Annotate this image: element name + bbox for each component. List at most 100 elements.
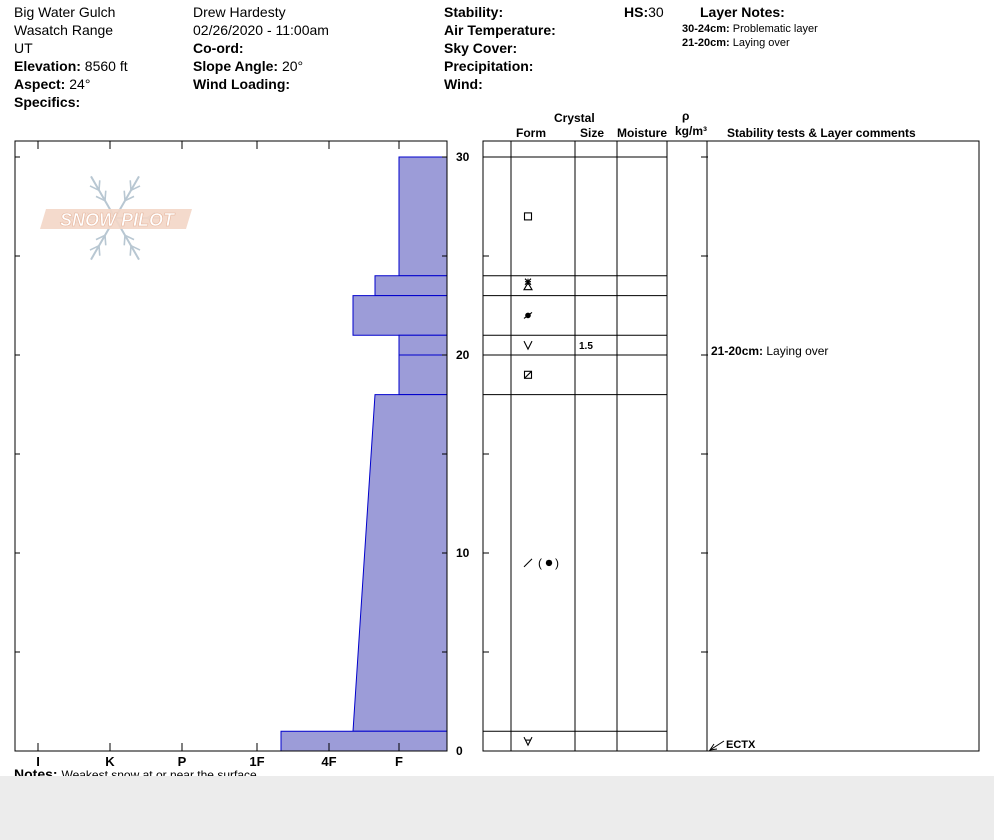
- chevron-icon: [523, 340, 533, 351]
- comment-marks: [708, 740, 725, 751]
- snowflake-branch: [98, 245, 101, 256]
- comments-header: Stability tests & Layer comments: [727, 126, 916, 140]
- crystal-header: Crystal: [554, 111, 595, 125]
- chart-frames: [14, 140, 980, 752]
- snowflake-branch: [130, 244, 141, 251]
- layer-table: [483, 141, 708, 751]
- hardness-tick-label: F: [395, 754, 403, 769]
- moisture-header: Moisture: [617, 126, 668, 140]
- snow-profile-sheet: Big Water Gulch Wasatch Range UT Elevati…: [0, 0, 994, 776]
- layer-notes-title: Layer Notes:: [700, 4, 785, 20]
- sky-cover-label: Sky Cover:: [444, 40, 518, 56]
- snowflake-branch: [130, 185, 141, 192]
- snowflake-branch: [95, 195, 106, 202]
- depth-tick-label: 10: [456, 546, 470, 560]
- snowflake-branch: [104, 190, 107, 201]
- hardness-layer-bar: [353, 295, 447, 336]
- depth-tick-label: 30: [456, 150, 470, 164]
- snowflake-branch: [104, 235, 107, 246]
- elevation-label: Elevation:: [14, 58, 81, 74]
- notes-label: Notes:: [14, 766, 58, 776]
- elevation-value: 8560 ft: [84, 58, 128, 74]
- hardness-layer-bar: [399, 157, 447, 276]
- hardness-tick-label: 4F: [321, 754, 336, 769]
- hardness-tick-label: I: [36, 754, 40, 769]
- slope-value: 20°: [281, 58, 304, 74]
- rho-header: ρ: [682, 109, 690, 123]
- test-pointer-arrow: [708, 743, 718, 751]
- hs-row: HS:30: [624, 4, 664, 20]
- density-header: kg/m³: [675, 124, 708, 138]
- snowflake-branch: [124, 234, 135, 241]
- location-name: Big Water Gulch: [14, 4, 116, 20]
- comment-text: Laying over: [766, 344, 829, 358]
- slope-label: Slope Angle:: [193, 58, 279, 74]
- svg-text:): ): [555, 556, 559, 570]
- hardness-axis: I K P 1F 4F F: [36, 141, 403, 769]
- observation-datetime: 02/26/2020 - 11:00am: [193, 22, 329, 38]
- aspect-value: 24°: [69, 76, 91, 92]
- faceted-rounded-icon: [523, 278, 533, 291]
- layer-note-text: Problematic layer: [732, 23, 818, 35]
- snowpilot-logo: SNOW PILOT: [40, 175, 192, 261]
- snowflake-branch: [89, 185, 100, 192]
- stability-test-result: ECTX: [726, 739, 756, 751]
- precip-label: Precipitation:: [444, 58, 534, 74]
- snowflake-branch: [129, 180, 132, 191]
- notes-text: Weakest snow at or near the surface: [61, 768, 257, 776]
- mountain-range: Wasatch Range: [14, 22, 114, 38]
- melt-freeze-icon: (): [523, 556, 559, 570]
- elevation-row: Elevation: 8560 ft: [14, 58, 128, 74]
- depth-tick-label: 0: [456, 744, 463, 758]
- hardness-profile: [280, 156, 447, 752]
- snowflake-branch: [89, 244, 100, 251]
- comment-layer-note: 21-20cm: Laying over: [711, 343, 828, 359]
- logo-banner: [40, 209, 192, 229]
- hardness-layer-bar: [375, 275, 447, 296]
- hardness-plot-frame: [14, 140, 448, 752]
- layer-note-range: 21-20cm:: [682, 37, 730, 49]
- state: UT: [14, 40, 33, 56]
- snowflake-branch: [98, 180, 101, 191]
- aspect-label: Aspect:: [14, 76, 66, 92]
- specifics-label: Specifics:: [14, 94, 81, 110]
- test-pointer-line: [709, 740, 725, 751]
- snow-profile-chart: I K P 1F 4F F 0 10 20 30 1.5 () SNOW PILOT: [14, 140, 980, 769]
- crystal-forms: 1.5 (): [523, 212, 593, 747]
- wind-label: Wind:: [444, 76, 483, 92]
- layer-table-frame: [482, 140, 980, 752]
- size-header: Size: [580, 126, 605, 140]
- aspect-row: Aspect: 24°: [14, 76, 90, 92]
- hardness-layer-bar: [281, 731, 447, 751]
- notes-row: Notes: Weakest snow at or near the surfa…: [14, 766, 257, 776]
- hs-label: HS:: [624, 4, 649, 20]
- square-icon: [523, 212, 533, 221]
- hardness-tick-label: 1F: [249, 754, 264, 769]
- snowflake-branch: [124, 195, 135, 202]
- air-temp-label: Air Temperature:: [444, 22, 556, 38]
- hardness-tick-label: P: [178, 754, 187, 769]
- hardness-tick-label: K: [105, 754, 115, 769]
- snowflake-branch: [123, 190, 126, 201]
- hardness-layer-bar: [353, 394, 447, 732]
- wind-loading-label: Wind Loading:: [193, 76, 291, 92]
- layer-note-2: 21-20cm: Laying over: [682, 37, 790, 50]
- depth-tick-label: 20: [456, 348, 470, 362]
- layer-note-range: 30-24cm:: [682, 23, 730, 35]
- snowflake-branch: [95, 234, 106, 241]
- layer-note-1: 30-24cm: Problematic layer: [682, 23, 818, 36]
- stability-label: Stability:: [444, 4, 504, 20]
- coord-label: Co-ord:: [193, 40, 244, 56]
- svg-text:(: (: [538, 556, 542, 570]
- snowflake-branch: [123, 235, 126, 246]
- grain-size: 1.5: [579, 341, 593, 352]
- depth-hoar-icon: [523, 736, 533, 747]
- slashed-square-icon: [523, 370, 533, 379]
- hs-value: 30: [648, 4, 664, 20]
- comment-range: 21-20cm:: [711, 344, 764, 358]
- snowflake-branch: [129, 245, 132, 256]
- slope-row: Slope Angle: 20°: [193, 58, 303, 74]
- logo-text: SNOW PILOT: [60, 210, 176, 230]
- hardness-layer-bar: [399, 335, 447, 355]
- dot-slash-icon: [523, 311, 533, 319]
